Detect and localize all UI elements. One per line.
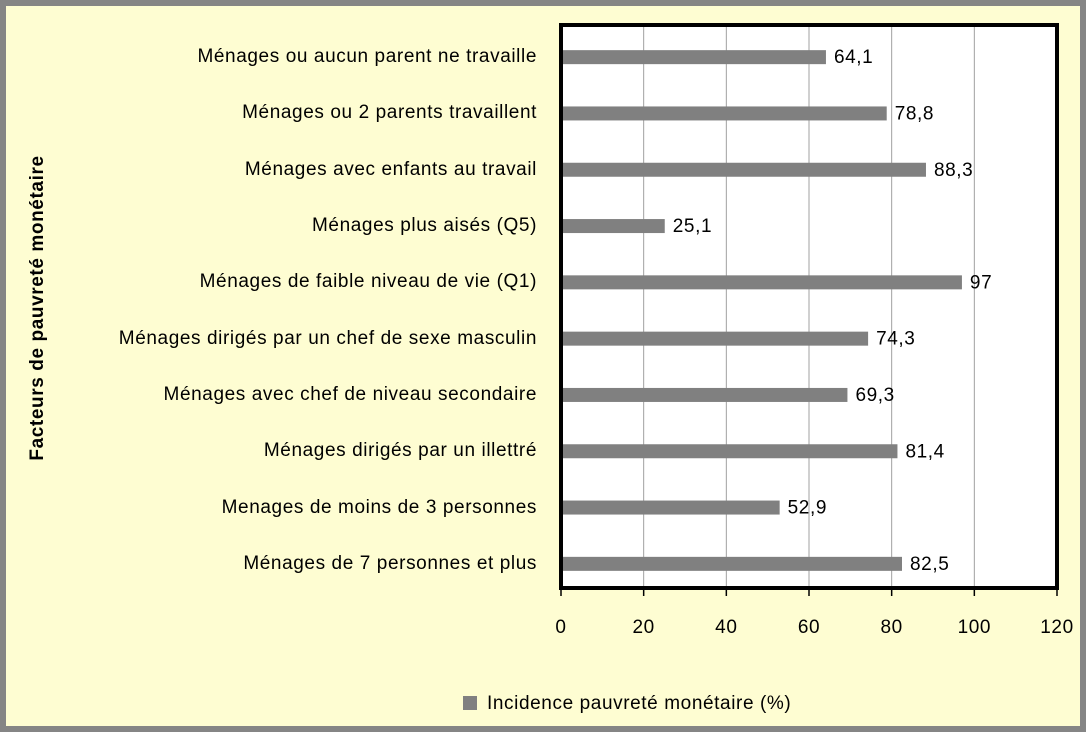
y-tick-label: Ménages ou 2 parents travaillent <box>242 102 537 124</box>
y-tick-label: Ménages avec enfants au travail <box>244 158 537 180</box>
category-label-box: Ménages de faible niveau de vie (Q1) <box>57 270 537 294</box>
data-label: 74,3 <box>876 329 915 350</box>
category-label-box: Menages de moins de 3 personnes <box>57 496 537 520</box>
y-axis-title: Facteurs de pauvreté monétaire <box>27 155 48 460</box>
bar <box>561 387 848 402</box>
category-label-box: Ménages avec enfants au travail <box>57 158 537 182</box>
x-tick-label: 100 <box>958 617 992 638</box>
x-tick-label: 120 <box>1040 617 1074 638</box>
data-label: 82,5 <box>910 554 949 575</box>
legend-label: Incidence pauvreté monétaire (%) <box>487 693 791 714</box>
category-label-box: Ménages de 7 personnes et plus <box>57 552 537 576</box>
data-label: 25,1 <box>673 216 712 237</box>
bar <box>561 500 780 515</box>
y-tick-label: Ménages de 7 personnes et plus <box>243 552 537 574</box>
bar <box>561 50 826 65</box>
bar <box>561 106 887 121</box>
x-tick-label: 80 <box>880 617 902 638</box>
y-tick-label: Ménages avec chef de niveau secondaire <box>163 383 537 405</box>
category-label-box: Ménages ou 2 parents travaillent <box>57 101 537 125</box>
bar <box>561 219 665 234</box>
data-label: 88,3 <box>934 160 973 181</box>
data-label: 81,4 <box>905 441 944 462</box>
x-tick-label: 0 <box>555 617 566 638</box>
x-tick-label: 40 <box>715 617 737 638</box>
category-label-box: Ménages ou aucun parent ne travaille <box>57 45 537 69</box>
category-label-box: Ménages plus aisés (Q5) <box>57 214 537 238</box>
y-tick-label: Ménages de faible niveau de vie (Q1) <box>199 271 537 293</box>
category-label-box: Ménages dirigés par un chef de sexe masc… <box>57 327 537 351</box>
bar <box>561 331 869 346</box>
legend-swatch <box>463 696 477 710</box>
plot-border <box>559 23 1059 590</box>
y-tick-label: Ménages plus aisés (Q5) <box>311 215 537 237</box>
x-tick-label: 60 <box>798 617 820 638</box>
data-label: 69,3 <box>855 385 894 406</box>
y-tick-label: Ménages ou aucun parent ne travaille <box>197 46 537 68</box>
y-tick-label: Ménages dirigés par un illettré <box>263 440 537 462</box>
data-label: 64,1 <box>834 47 873 68</box>
y-tick-label: Ménages dirigés par un chef de sexe masc… <box>118 327 537 349</box>
x-tick-label: 20 <box>632 617 654 638</box>
category-label-box: Ménages dirigés par un illettré <box>57 439 537 463</box>
data-label: 97 <box>970 272 992 293</box>
y-tick-label: Menages de moins de 3 personnes <box>221 496 537 518</box>
bar <box>561 162 926 177</box>
bar <box>561 275 962 290</box>
data-label: 52,9 <box>788 498 827 519</box>
category-label-box: Ménages avec chef de niveau secondaire <box>57 383 537 407</box>
data-label: 78,8 <box>895 103 934 124</box>
bar <box>561 556 902 571</box>
bar <box>561 444 898 459</box>
